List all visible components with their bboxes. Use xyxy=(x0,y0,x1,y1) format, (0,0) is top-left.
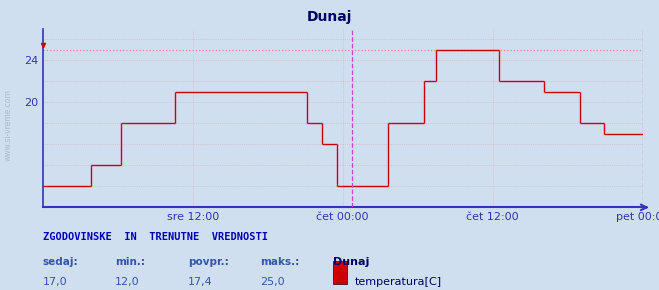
Text: maks.:: maks.: xyxy=(260,257,300,267)
Text: sedaj:: sedaj: xyxy=(43,257,78,267)
Text: Dunaj: Dunaj xyxy=(333,257,369,267)
Text: min.:: min.: xyxy=(115,257,146,267)
Text: povpr.:: povpr.: xyxy=(188,257,229,267)
Text: 17,4: 17,4 xyxy=(188,277,213,287)
Text: 17,0: 17,0 xyxy=(43,277,67,287)
Text: ZGODOVINSKE  IN  TRENUTNE  VREDNOSTI: ZGODOVINSKE IN TRENUTNE VREDNOSTI xyxy=(43,232,268,242)
Text: 25,0: 25,0 xyxy=(260,277,285,287)
Text: Dunaj: Dunaj xyxy=(307,10,352,24)
Text: 12,0: 12,0 xyxy=(115,277,140,287)
Text: www.si-vreme.com: www.si-vreme.com xyxy=(4,89,13,161)
Text: temperatura[C]: temperatura[C] xyxy=(355,277,442,287)
